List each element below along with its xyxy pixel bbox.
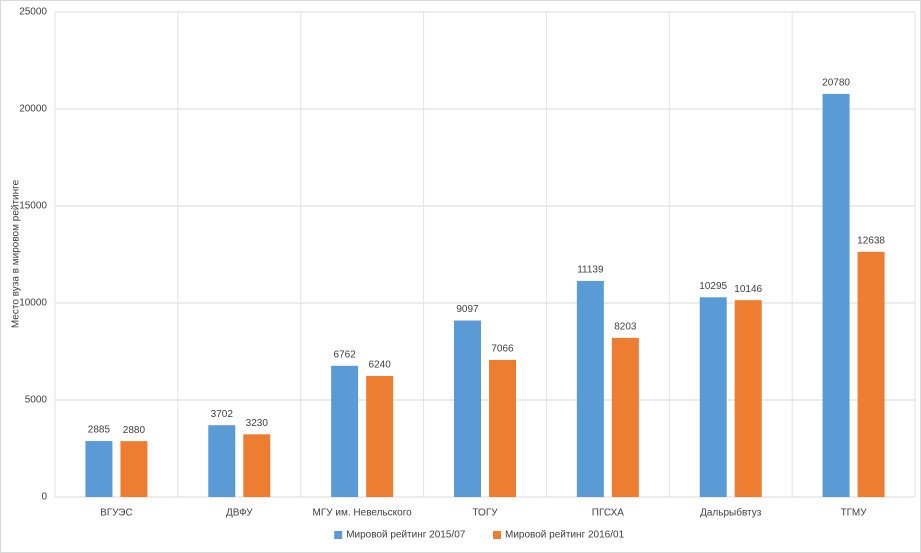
bar (734, 300, 762, 497)
data-label: 3702 (211, 409, 234, 420)
x-tick-label: Дальрыбвтуз (700, 507, 762, 519)
data-label: 3230 (246, 418, 269, 429)
bar (611, 337, 639, 497)
legend-label: Мировой рейтинг 2015/07 (346, 530, 466, 541)
bar (120, 441, 148, 497)
legend-swatch (493, 531, 501, 539)
legend-label: Мировой рейтинг 2016/01 (505, 530, 625, 541)
x-tick-label: ТОГУ (472, 508, 498, 519)
legend-swatch (334, 531, 343, 539)
data-label: 2880 (123, 425, 146, 436)
y-axis-label: Место вуза в мировом рейтинге (11, 179, 22, 328)
y-tick-label: 25000 (19, 7, 47, 18)
x-tick-label: ТГМУ (841, 508, 868, 519)
data-label: 10146 (734, 284, 762, 295)
data-label: 20780 (822, 78, 850, 89)
data-label: 6240 (369, 360, 392, 371)
data-label: 8203 (614, 322, 637, 333)
y-tick-label: 10000 (19, 298, 47, 309)
bar (576, 280, 604, 497)
bar (857, 251, 885, 497)
bar (208, 425, 236, 497)
bar (331, 365, 359, 497)
x-tick-label: ПГСХА (592, 508, 624, 519)
x-tick-label: ДВФУ (226, 508, 253, 519)
x-tick-label: МГУ им. Невельского (313, 508, 413, 519)
bar (366, 375, 394, 497)
bar (243, 434, 271, 497)
data-label: 9097 (456, 304, 479, 315)
data-label: 6762 (334, 349, 357, 360)
data-label: 12638 (857, 235, 885, 246)
y-tick-label: 0 (41, 492, 47, 503)
data-label: 7066 (491, 344, 514, 355)
data-label: 2885 (88, 425, 111, 436)
bar (454, 320, 481, 497)
y-tick-label: 20000 (19, 104, 47, 115)
y-tick-label: 5000 (25, 395, 48, 406)
bar (822, 93, 850, 498)
bar (85, 441, 113, 497)
bar (699, 297, 727, 497)
x-tick-label: ВГУЭС (100, 508, 133, 519)
data-label: 10295 (699, 281, 727, 292)
data-label: 11139 (577, 265, 604, 276)
bar (489, 359, 516, 497)
y-tick-label: 15000 (19, 201, 47, 212)
